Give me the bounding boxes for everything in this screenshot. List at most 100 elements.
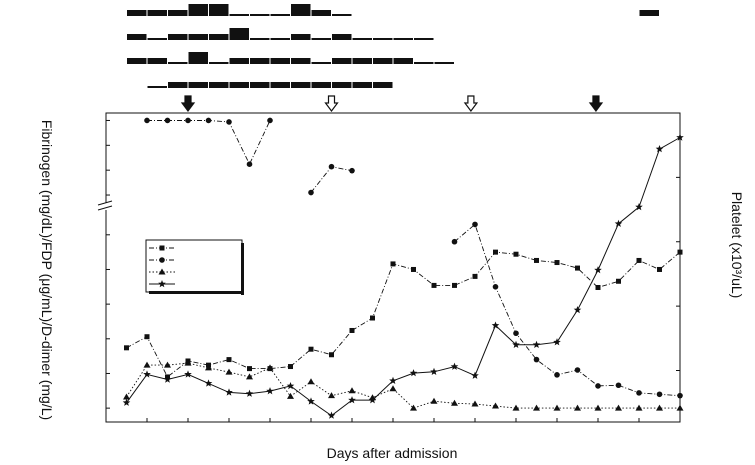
row-segment [168, 10, 188, 16]
data-point-triangle [574, 404, 581, 411]
data-point-square [452, 282, 457, 288]
data-point-square [349, 327, 355, 333]
series-line [147, 120, 271, 166]
legend-shadow [241, 243, 244, 295]
series-line [126, 137, 681, 417]
row-segment [127, 10, 147, 16]
data-point-circle [144, 117, 150, 124]
axes [105, 112, 681, 422]
data-point-star [368, 396, 377, 404]
data-point-circle [677, 392, 683, 399]
data-point-triangle [451, 399, 458, 406]
legend [145, 239, 244, 295]
data-point-square [226, 357, 232, 363]
data-point-triangle [328, 392, 335, 399]
data-point-circle [574, 367, 581, 373]
data-point-square [513, 251, 519, 257]
data-point-triangle [533, 404, 540, 411]
plot-border [105, 112, 681, 423]
row-segment [291, 58, 311, 64]
axis-break-gap [98, 203, 112, 210]
data-point-triangle [656, 404, 663, 411]
row-segment [229, 58, 249, 64]
chemo-arrow-icon [324, 95, 339, 112]
data-point-circle [615, 382, 622, 389]
data-point-square [370, 315, 375, 321]
data-point-square [308, 346, 314, 352]
data-point-star [409, 369, 418, 377]
row-segment [352, 82, 372, 88]
row-segment [127, 34, 147, 40]
data-point-star [491, 321, 500, 329]
row-segment [270, 58, 290, 64]
data-point-square [554, 260, 560, 266]
data-point-circle [492, 284, 499, 290]
data-point-triangle [676, 404, 684, 411]
row-segment [311, 62, 331, 64]
data-point-triangle [205, 364, 212, 371]
data-point-triangle [158, 268, 166, 275]
legend-shadow [149, 291, 244, 294]
data-point-star [163, 375, 172, 383]
row-segment [639, 10, 659, 16]
series-line [310, 166, 353, 193]
axis-break-mark [97, 205, 113, 211]
data-point-star [348, 396, 356, 404]
row-segment [250, 82, 270, 88]
row-segment [188, 4, 208, 16]
series-platelet [122, 133, 684, 419]
x-axis-label: Days after admission [327, 445, 458, 461]
chemo-arrow-icon [463, 95, 479, 112]
series-d-dimer [123, 359, 684, 411]
data-point-square [431, 282, 437, 288]
data-point-star [573, 305, 582, 314]
row-segment [209, 4, 229, 16]
series-line [126, 251, 681, 378]
data-point-triangle [410, 404, 417, 411]
row-segment [291, 34, 311, 40]
data-point-triangle [246, 373, 253, 380]
data-point-square [144, 334, 150, 340]
data-point-square [636, 257, 642, 263]
data-point-circle [308, 189, 314, 196]
data-point-circle [349, 167, 355, 174]
data-point-circle [656, 391, 663, 398]
series-layer [122, 117, 684, 419]
data-point-star [122, 398, 131, 406]
data-point-triangle [553, 404, 561, 411]
row-segment [414, 62, 434, 64]
data-point-square [493, 249, 498, 255]
data-point-square [247, 366, 252, 372]
transfusion-rows [127, 4, 659, 88]
row-segment [373, 58, 393, 64]
row-segment [147, 10, 167, 16]
data-point-square [575, 265, 580, 271]
data-point-square [411, 266, 416, 272]
row-segment [209, 62, 229, 64]
row-segment [229, 14, 249, 16]
data-point-triangle [287, 392, 294, 399]
row-segment [373, 82, 393, 88]
data-point-star [450, 362, 459, 370]
row-segment [209, 34, 229, 40]
data-point-star [327, 411, 336, 419]
row-segment [209, 82, 229, 88]
data-point-star [614, 219, 623, 227]
data-point-triangle [594, 404, 602, 411]
row-segment [352, 58, 372, 64]
row-segment [250, 14, 270, 16]
row-segment [250, 58, 270, 64]
data-point-triangle [430, 397, 438, 404]
row-segment [270, 82, 290, 88]
row-segment [188, 34, 208, 40]
left-y-axis-label: Fibrinogen (mg/dL)/FDP (μg/mL)/D-dimer (… [39, 120, 55, 420]
row-segment [352, 38, 372, 40]
row-segment [393, 38, 413, 40]
data-point-triangle [266, 364, 274, 371]
data-point-triangle [635, 404, 643, 411]
row-segment [291, 82, 311, 88]
data-point-star [471, 371, 479, 379]
plot-frame [97, 112, 681, 423]
data-point-square [595, 284, 601, 290]
